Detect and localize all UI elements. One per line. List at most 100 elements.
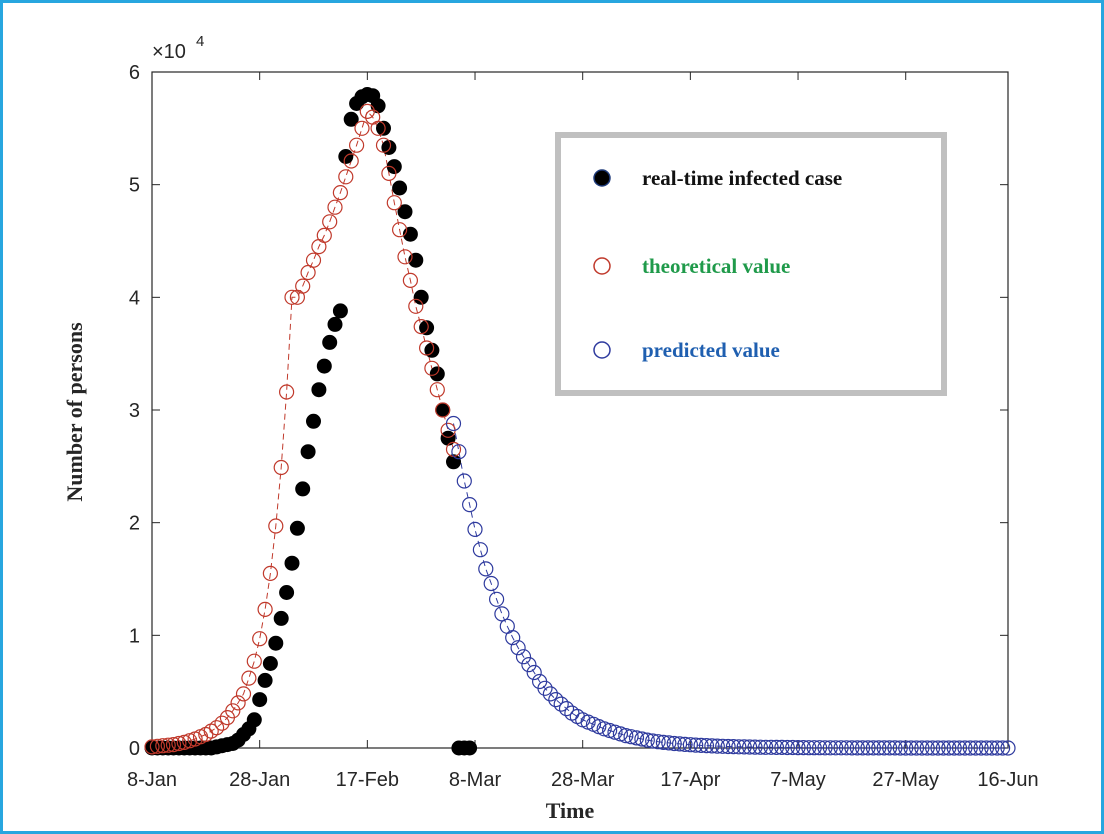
x-tick-label: 28-Mar bbox=[551, 769, 615, 791]
theoretical-value-point bbox=[209, 720, 225, 736]
predicted-value-point bbox=[505, 629, 521, 646]
theoretical-value-point bbox=[155, 738, 171, 754]
real-time-infected-point bbox=[413, 289, 429, 305]
predicted-value-point bbox=[510, 640, 526, 656]
theoretical-value-point bbox=[165, 736, 182, 753]
real-time-infected-point bbox=[252, 692, 268, 708]
theoretical-value-point bbox=[402, 272, 418, 288]
theoretical-value-point bbox=[279, 384, 295, 400]
predicted-value-point bbox=[472, 542, 488, 558]
predicted-value-point bbox=[779, 739, 795, 756]
theoretical-value-point bbox=[144, 739, 160, 755]
y-tick-label: 5 bbox=[129, 175, 140, 197]
predicted-value-point bbox=[817, 740, 833, 756]
predicted-value-point bbox=[892, 740, 908, 756]
predicted-value-point bbox=[854, 740, 871, 756]
real-time-infected-point bbox=[311, 382, 327, 398]
theoretical-value-point bbox=[246, 653, 262, 669]
x-tick-label: 17-Feb bbox=[336, 769, 399, 791]
theoretical-value-point bbox=[252, 631, 268, 647]
predicted-value-point bbox=[558, 700, 575, 717]
x-tick-label: 27-May bbox=[872, 769, 939, 791]
predicted-value-point bbox=[763, 739, 779, 755]
predicted-value-point bbox=[790, 739, 806, 756]
real-time-infected-point bbox=[300, 444, 316, 460]
real-time-infected-point bbox=[279, 585, 295, 600]
legend-label-real: real-time infected case bbox=[642, 166, 842, 190]
theoretical-value-point bbox=[349, 137, 365, 153]
theoretical-value-point bbox=[424, 360, 440, 376]
theoretical-value-point bbox=[386, 195, 402, 211]
predicted-value-point bbox=[978, 740, 995, 756]
predicted-value-point bbox=[876, 740, 892, 756]
predicted-value-point bbox=[645, 733, 661, 749]
theoretical-value-point bbox=[171, 735, 187, 752]
predicted-value-point bbox=[801, 740, 817, 756]
predicted-value-point bbox=[736, 739, 752, 755]
x-tick-label: 28-Jan bbox=[229, 769, 290, 791]
theoretical-value-point bbox=[327, 199, 343, 215]
real-time-infected-point bbox=[429, 366, 445, 382]
theoretical-value-line bbox=[151, 110, 454, 748]
legend: real-time infected case theoretical valu… bbox=[555, 132, 947, 396]
predicted-value-point bbox=[526, 664, 542, 681]
predicted-value-point bbox=[478, 561, 494, 577]
predicted-value-point bbox=[935, 740, 952, 756]
theoretical-value-point bbox=[273, 459, 289, 476]
x-axis: 8-Jan 28-Jan 17-Feb 8-Mar 28-Mar 17-Apr 7-May 2… bbox=[127, 72, 1039, 791]
theoretical-value-point bbox=[316, 227, 332, 243]
predicted-value-point bbox=[715, 738, 731, 754]
y-axis-title: Number of persons bbox=[62, 322, 87, 502]
predicted-value-point bbox=[542, 686, 559, 702]
theoretical-value-point bbox=[268, 518, 284, 534]
y-tick-label: 3 bbox=[129, 400, 140, 422]
x-tick-label: 8-Mar bbox=[449, 769, 502, 791]
predicted-value-point bbox=[655, 734, 672, 751]
theoretical-value-point bbox=[419, 340, 435, 356]
predicted-value-point bbox=[822, 740, 838, 756]
predicted-value-point bbox=[758, 739, 774, 755]
predicted-value-point bbox=[903, 740, 919, 756]
predicted-value-point bbox=[871, 740, 887, 756]
real-time-infected-point bbox=[419, 320, 435, 336]
theoretical-value-point bbox=[262, 565, 278, 582]
predicted-value-point bbox=[994, 740, 1011, 756]
predicted-value-point bbox=[456, 473, 472, 489]
theoretical-value-point bbox=[413, 319, 429, 335]
real-time-infected-point bbox=[295, 481, 311, 497]
theoretical-value-point bbox=[230, 695, 246, 711]
predicted-value-point bbox=[494, 606, 510, 622]
predicted-value-point bbox=[628, 730, 645, 746]
predicted-value-point bbox=[984, 740, 1000, 756]
predicted-value-point bbox=[483, 575, 499, 592]
predicted-value-point bbox=[661, 735, 677, 751]
theoretical-value-point bbox=[354, 120, 370, 136]
real-time-infected-series bbox=[144, 87, 478, 756]
y-tick-label: 2 bbox=[129, 513, 140, 535]
predicted-value-point bbox=[634, 731, 650, 747]
predicted-value-point bbox=[962, 740, 978, 756]
real-time-infected-point bbox=[392, 180, 408, 196]
theoretical-value-point bbox=[397, 249, 413, 265]
predicted-value-point bbox=[569, 708, 585, 725]
theoretical-value-point bbox=[370, 120, 386, 136]
predicted-value-point bbox=[731, 739, 747, 755]
theoretical-value-point bbox=[241, 670, 257, 686]
theoretical-value-point bbox=[225, 703, 241, 719]
predicted-value-point bbox=[747, 739, 763, 755]
real-time-infected-point bbox=[268, 635, 284, 651]
predicted-value-point bbox=[968, 740, 984, 756]
real-time-infected-point bbox=[262, 656, 278, 671]
theoretical-value-point bbox=[392, 222, 408, 238]
predicted-value-point bbox=[811, 740, 828, 756]
predicted-value-point bbox=[774, 739, 790, 756]
predicted-value-point bbox=[741, 739, 758, 755]
predicted-value-point bbox=[725, 738, 742, 755]
predicted-value-point bbox=[720, 738, 736, 755]
real-time-infected-point bbox=[316, 358, 332, 374]
theoretical-value-point bbox=[429, 382, 445, 398]
real-time-infected-point bbox=[440, 430, 456, 446]
predicted-value-point bbox=[785, 739, 801, 756]
theoretical-value-point bbox=[149, 738, 165, 754]
real-time-infected-point bbox=[306, 413, 321, 429]
